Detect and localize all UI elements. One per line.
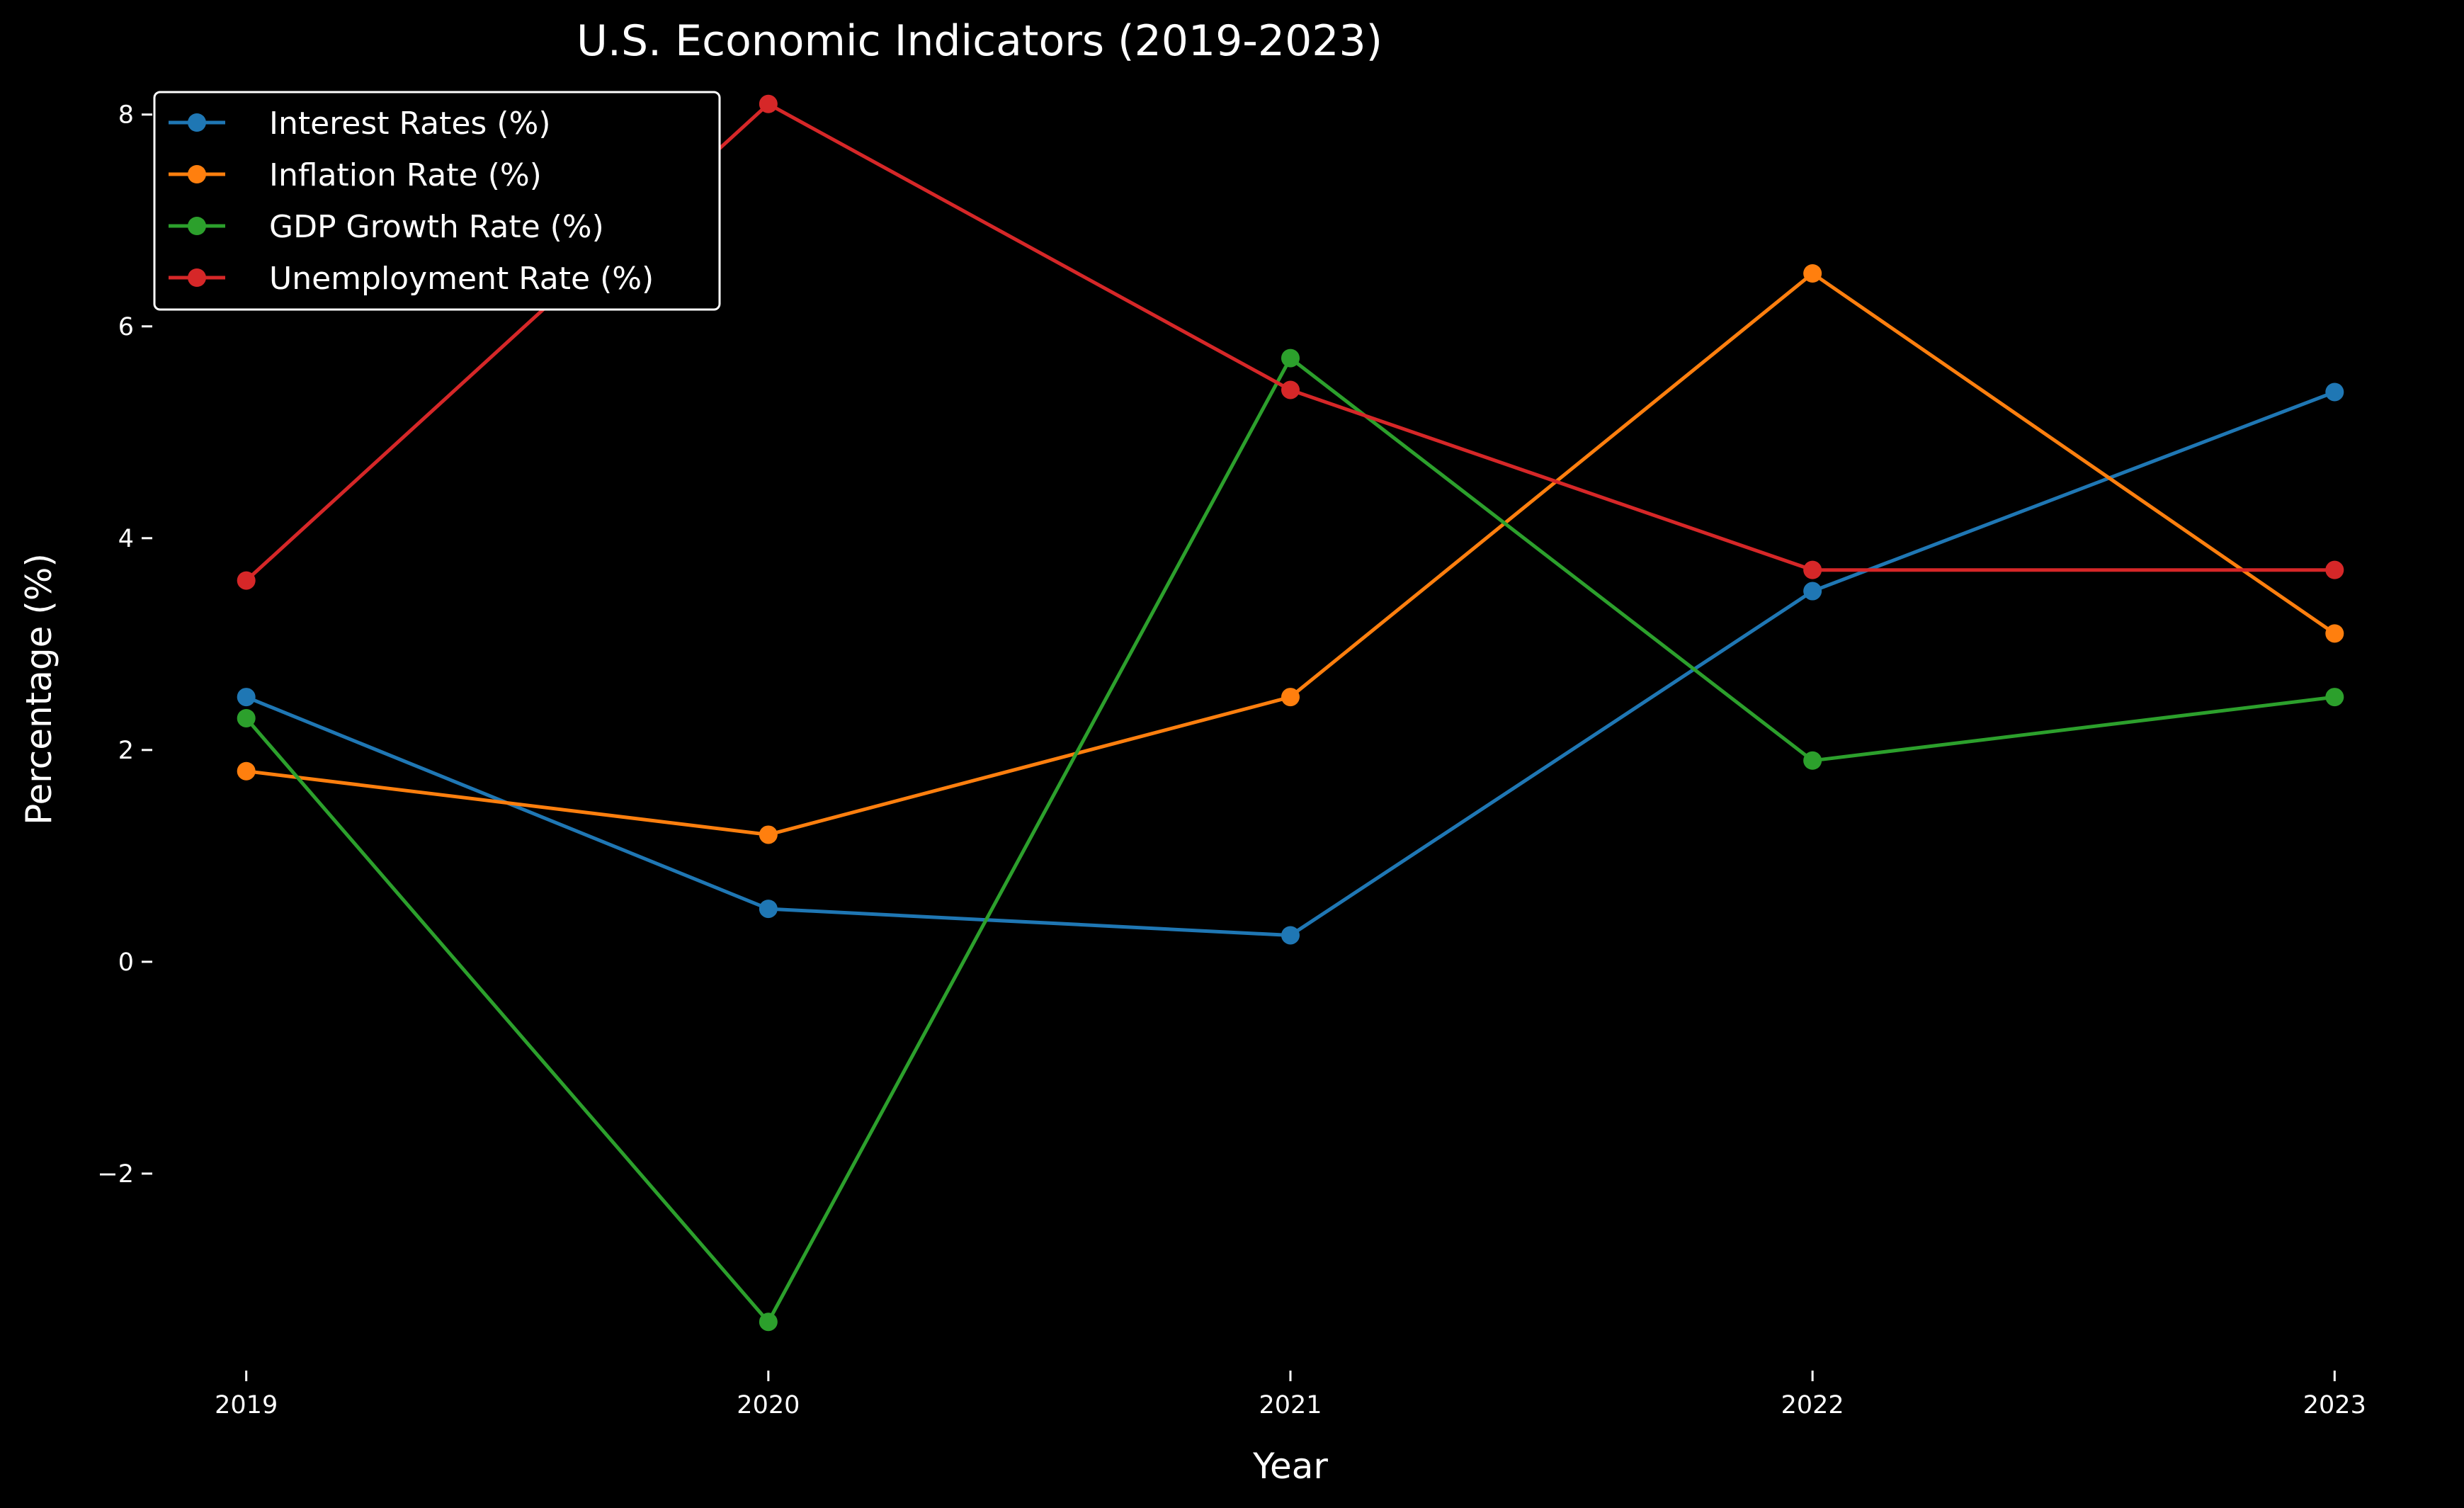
legend-item: Inflation Rate (%) bbox=[169, 157, 542, 193]
legend-item: Unemployment Rate (%) bbox=[169, 261, 654, 297]
legend-item: GDP Growth Rate (%) bbox=[169, 209, 604, 245]
series-line bbox=[244, 356, 2337, 1324]
y-tick-label: 0 bbox=[118, 948, 134, 977]
data-point bbox=[1281, 688, 1300, 707]
y-tick-label: 4 bbox=[118, 525, 134, 553]
legend-label: Interest Rates (%) bbox=[269, 106, 550, 142]
data-point bbox=[1803, 582, 1822, 601]
y-tick-label: 8 bbox=[118, 101, 134, 130]
data-point bbox=[237, 571, 256, 590]
data-point bbox=[1281, 380, 1300, 399]
data-point bbox=[237, 708, 256, 727]
y-tick-label: 6 bbox=[118, 313, 134, 341]
legend-marker bbox=[188, 165, 206, 183]
x-tick-label: 2022 bbox=[1781, 1391, 1844, 1419]
series-2 bbox=[237, 264, 2344, 844]
data-point bbox=[759, 825, 778, 844]
legend-label: GDP Growth Rate (%) bbox=[269, 209, 604, 245]
legend-label: Inflation Rate (%) bbox=[269, 157, 542, 193]
x-tick-label: 2023 bbox=[2303, 1391, 2366, 1419]
series-3 bbox=[237, 348, 2344, 1332]
legend: Interest Rates (%) Inflation Rate (%) GDP … bbox=[153, 91, 721, 311]
series-line bbox=[244, 390, 2337, 937]
legend-marker bbox=[188, 113, 206, 132]
legend-frame bbox=[153, 91, 721, 311]
series-1 bbox=[237, 382, 2344, 945]
legend-marker bbox=[188, 217, 206, 235]
data-point bbox=[1803, 751, 1822, 770]
x-axis-ticks: 2019 2020 2021 2022 2023 bbox=[215, 1371, 2366, 1419]
data-point bbox=[1281, 926, 1300, 945]
y-tick-label: −2 bbox=[97, 1160, 134, 1189]
data-point bbox=[2325, 624, 2344, 643]
x-tick-label: 2019 bbox=[215, 1391, 278, 1419]
legend-label: Unemployment Rate (%) bbox=[269, 261, 654, 297]
legend-marker bbox=[188, 268, 206, 287]
data-point bbox=[237, 761, 256, 781]
y-axis-label: Percentage (%) bbox=[18, 553, 59, 825]
data-point bbox=[759, 1313, 778, 1332]
y-tick-label: 2 bbox=[118, 737, 134, 765]
data-point bbox=[1281, 348, 1300, 368]
data-point bbox=[759, 900, 778, 919]
chart-title: U.S. Economic Indicators (2019-2023) bbox=[577, 16, 1383, 66]
data-point bbox=[1803, 560, 1822, 579]
data-point bbox=[1803, 264, 1822, 283]
x-tick-label: 2021 bbox=[1259, 1391, 1322, 1419]
data-point bbox=[237, 688, 256, 707]
y-axis-ticks: −2 0 2 4 6 8 bbox=[97, 101, 152, 1189]
data-point bbox=[759, 94, 778, 113]
x-tick-label: 2020 bbox=[737, 1391, 800, 1419]
legend-item: Interest Rates (%) bbox=[169, 106, 550, 142]
data-point bbox=[2325, 560, 2344, 579]
data-point bbox=[2325, 688, 2344, 707]
data-point bbox=[2325, 382, 2344, 402]
x-axis-label: Year bbox=[1252, 1446, 1328, 1487]
